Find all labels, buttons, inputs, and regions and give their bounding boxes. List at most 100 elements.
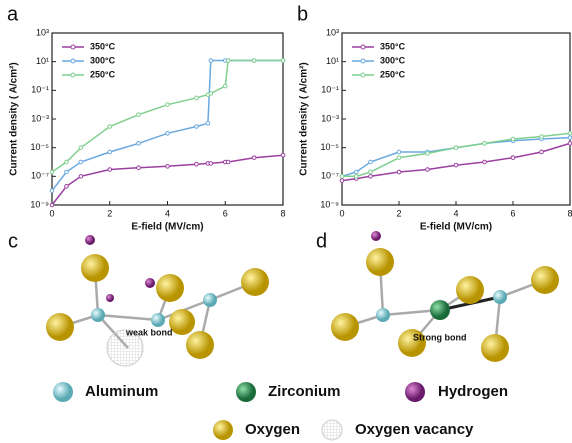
data-point: [369, 175, 373, 179]
data-point: [137, 142, 141, 146]
data-point: [426, 168, 430, 172]
atom-legend: Aluminum Zirconium Hydrogen Oxygen Oxyge…: [53, 382, 508, 440]
data-point: [65, 185, 69, 189]
bond-label: weak bond: [125, 327, 173, 337]
x-tick-label: 4: [165, 208, 170, 218]
x-tick-label: 8: [280, 208, 285, 218]
y-axis-label: Current density ( A/cm²): [299, 62, 310, 176]
data-point: [137, 113, 141, 117]
data-point: [397, 156, 401, 160]
y-tick-label: 10⁻³: [31, 113, 49, 123]
data-point: [79, 175, 83, 179]
data-point: [50, 170, 54, 174]
y-tick-label: 10⁻³: [321, 113, 339, 123]
data-point: [252, 156, 256, 160]
x-tick-label: 2: [396, 208, 401, 218]
data-point: [454, 146, 458, 150]
y-tick-label: 10³: [36, 27, 49, 37]
data-point: [206, 122, 210, 126]
y-tick-label: 10¹: [326, 56, 339, 66]
data-point: [166, 132, 170, 136]
data-point: [281, 59, 285, 63]
data-point: [50, 189, 54, 193]
panel-label: c: [8, 230, 18, 252]
data-point: [483, 160, 487, 164]
plot-frame: [342, 33, 570, 205]
data-point: [195, 96, 199, 100]
legend-label: Zirconium: [268, 383, 341, 400]
y-tick-label: 10⁻⁵: [321, 142, 340, 152]
data-point: [568, 142, 572, 146]
y-tick-label: 10⁻⁹: [30, 199, 49, 209]
legend-marker: [71, 45, 75, 49]
x-axis-label: E-field (MV/cm): [420, 222, 492, 233]
data-point: [226, 59, 230, 63]
series-line: [52, 155, 283, 205]
legend-label: 350°C: [90, 41, 116, 51]
data-point: [108, 168, 112, 172]
y-axis-label: Current density ( A/cm²): [9, 62, 20, 176]
diagram-c: [46, 235, 269, 366]
data-point: [511, 156, 515, 160]
legend-marker: [71, 59, 75, 63]
legend-marker: [361, 59, 365, 63]
data-point: [166, 165, 170, 169]
data-point: [511, 137, 515, 141]
panel-label: b: [297, 3, 308, 25]
data-point: [108, 150, 112, 154]
data-point: [166, 103, 170, 107]
legend-label: 300°C: [380, 55, 406, 65]
y-tick-label: 10¹: [36, 56, 49, 66]
panel-label: a: [7, 3, 19, 25]
data-point: [209, 162, 213, 166]
series-line: [52, 61, 283, 191]
data-point: [568, 132, 572, 136]
data-point: [568, 136, 572, 140]
x-tick-label: 6: [510, 208, 515, 218]
y-tick-label: 10⁻⁵: [31, 142, 50, 152]
legend-label: 300°C: [90, 55, 116, 65]
legend-marker: [71, 73, 75, 77]
x-tick-label: 8: [567, 208, 572, 218]
data-point: [195, 162, 199, 166]
data-point: [223, 84, 227, 88]
legend-label: Aluminum: [85, 383, 158, 400]
data-point: [540, 135, 544, 139]
series-line: [52, 61, 283, 173]
data-point: [281, 153, 285, 157]
data-point: [79, 160, 83, 164]
data-point: [209, 92, 213, 96]
data-point: [252, 59, 256, 63]
legend-label: 350°C: [380, 41, 406, 51]
x-tick-label: 4: [453, 208, 458, 218]
y-tick-label: 10³: [326, 27, 339, 37]
legend-label: 250°C: [90, 69, 116, 79]
data-point: [340, 175, 344, 179]
legend-label: Oxygen: [245, 421, 300, 438]
data-point: [209, 59, 213, 63]
data-point: [226, 160, 230, 164]
figure: c weak bond d Strong bond Aluminum Zirco…: [0, 0, 572, 443]
x-tick-label: 0: [49, 208, 54, 218]
x-tick-label: 0: [339, 208, 344, 218]
data-point: [50, 203, 54, 207]
data-point: [65, 170, 69, 174]
data-point: [65, 160, 69, 164]
y-tick-label: 10⁻¹: [31, 85, 49, 95]
data-point: [483, 142, 487, 146]
y-tick-label: 10⁻¹: [321, 85, 339, 95]
data-point: [397, 170, 401, 174]
y-tick-label: 10⁻⁷: [321, 171, 339, 181]
data-point: [354, 170, 358, 174]
data-point: [354, 175, 358, 179]
data-point: [369, 170, 373, 174]
data-point: [540, 150, 544, 154]
bond-label: Strong bond: [413, 332, 467, 342]
legend-label: Hydrogen: [438, 383, 508, 400]
data-point: [79, 146, 83, 150]
series-line: [342, 138, 570, 177]
legend-label: 250°C: [380, 69, 406, 79]
data-point: [195, 125, 199, 129]
data-point: [108, 125, 112, 129]
x-tick-label: 6: [223, 208, 228, 218]
